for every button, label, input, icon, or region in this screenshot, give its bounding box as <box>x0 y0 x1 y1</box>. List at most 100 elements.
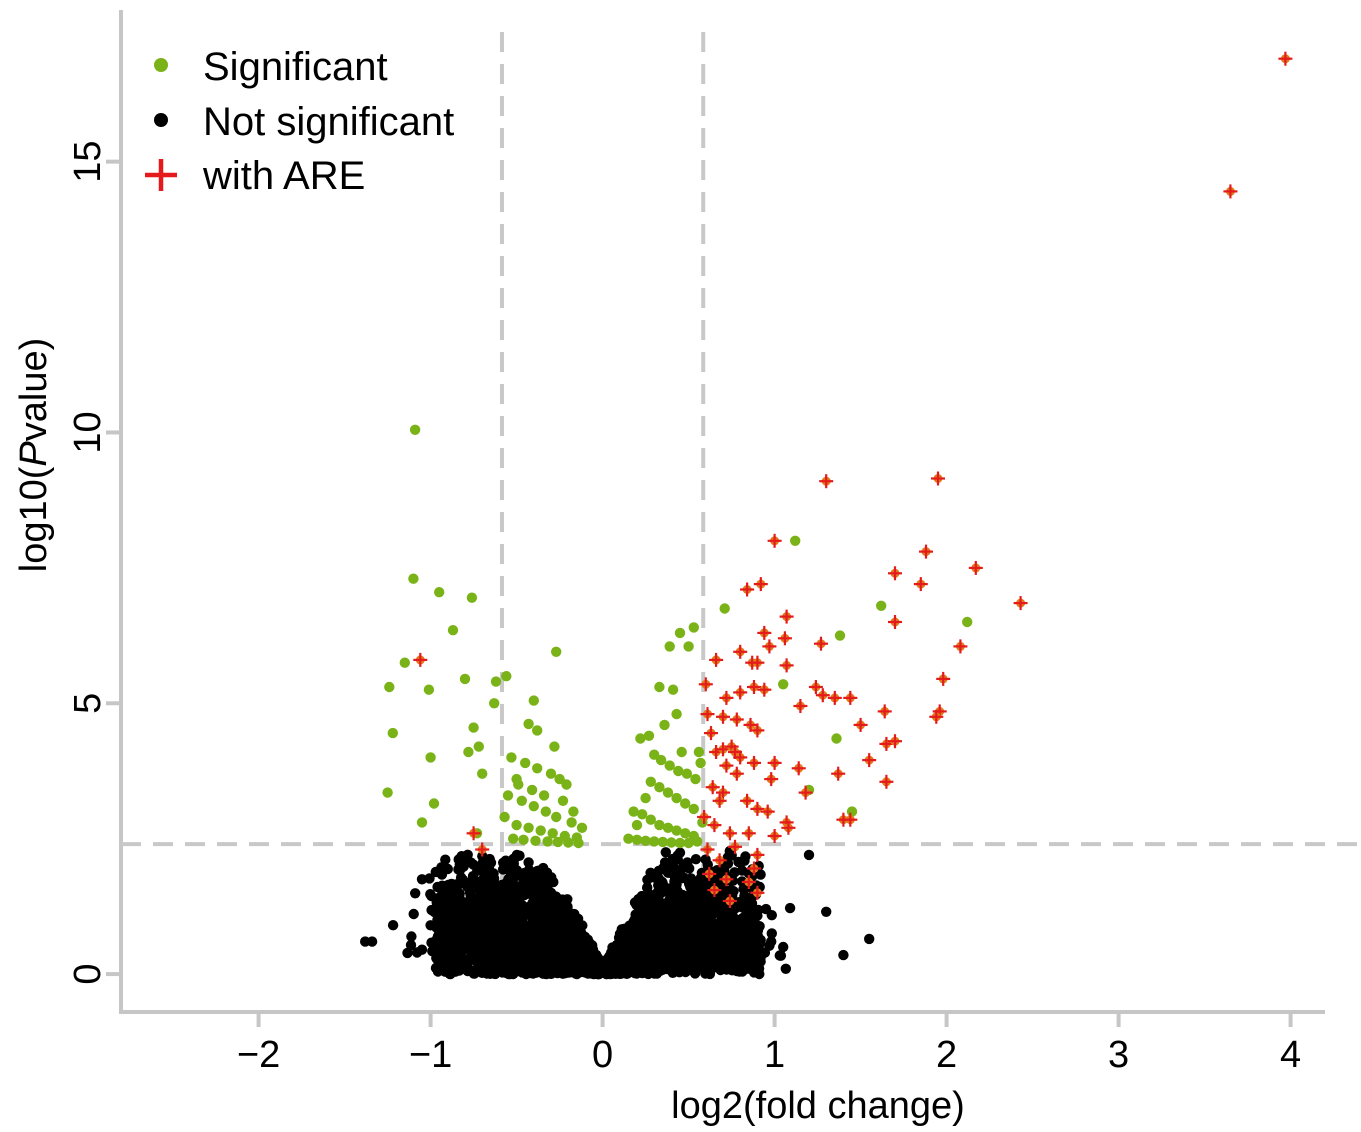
ns-point <box>739 855 750 866</box>
ns-point <box>557 918 568 929</box>
significant-point <box>552 836 564 848</box>
are-point <box>709 652 724 667</box>
ns-point <box>714 924 725 935</box>
significant-point <box>637 809 648 820</box>
significant-point <box>573 837 584 849</box>
ns-point <box>626 963 637 974</box>
ns-point <box>648 872 659 883</box>
significant-point <box>631 819 643 831</box>
ns-point <box>656 962 667 974</box>
ns-point <box>473 883 484 895</box>
significant-point <box>645 776 656 787</box>
significant-point <box>506 752 517 763</box>
significant-point <box>530 835 541 846</box>
ns-point <box>410 888 421 899</box>
significant-point <box>649 836 660 847</box>
ns-point <box>546 895 557 906</box>
are-point <box>913 577 928 592</box>
ns-point <box>572 955 583 967</box>
ns-point <box>838 949 849 961</box>
significant-point <box>466 592 478 603</box>
are-point <box>888 615 902 629</box>
ns-point <box>504 935 515 947</box>
significant-point <box>643 730 655 741</box>
are-point <box>733 750 748 765</box>
ns-point <box>558 908 570 920</box>
significant-point <box>831 733 842 744</box>
ns-point <box>740 927 751 938</box>
ns-point <box>447 883 459 894</box>
ns-point <box>683 891 694 903</box>
ns-point <box>366 936 378 947</box>
ns-point <box>524 909 535 921</box>
significant-point <box>499 811 510 823</box>
ns-point <box>744 936 756 947</box>
ns-point <box>532 914 544 926</box>
ns-point <box>678 872 689 883</box>
legend-significant-label: Significant <box>203 45 388 89</box>
are-point <box>413 652 428 667</box>
are-point <box>753 577 768 592</box>
ns-point <box>462 965 473 977</box>
significant-point <box>666 837 677 848</box>
ns-point <box>735 914 747 925</box>
ns-point <box>436 869 448 880</box>
are-point <box>919 544 933 559</box>
ns-point <box>700 968 711 979</box>
ns-point <box>446 923 457 935</box>
significant-point <box>778 679 789 690</box>
ns-point <box>462 881 473 893</box>
ns-point <box>473 960 484 972</box>
are-point <box>819 474 834 489</box>
ns-point <box>464 954 475 965</box>
ns-point <box>684 863 695 874</box>
significant-point <box>671 825 682 836</box>
significant-point <box>654 819 665 831</box>
significant-point <box>680 828 691 839</box>
are-point <box>712 853 727 868</box>
significant-point <box>664 760 675 771</box>
significant-point <box>659 719 670 731</box>
ns-point <box>634 903 646 915</box>
significant-point <box>662 787 674 798</box>
y-axis-title: log10(Pvalue) <box>13 338 55 573</box>
significant-point <box>551 646 562 657</box>
ns-point <box>465 890 476 901</box>
are-point <box>747 755 761 770</box>
significant-point <box>719 603 730 614</box>
ns-point <box>683 901 694 913</box>
significant-point <box>671 708 682 720</box>
ns-point <box>456 853 467 865</box>
ns-point <box>587 943 598 954</box>
significant-point <box>692 836 703 847</box>
ns-point <box>498 857 509 868</box>
significant-point <box>664 641 675 652</box>
ns-point <box>580 967 591 978</box>
y-axis-title-prefix: log10( <box>13 466 55 572</box>
legend-significant-marker <box>154 58 168 72</box>
are-point <box>767 829 782 843</box>
are-point <box>728 839 742 854</box>
significant-point <box>681 768 693 779</box>
significant-point <box>532 725 543 736</box>
are-point <box>779 609 794 624</box>
ns-point <box>426 904 437 916</box>
significant-point <box>628 806 639 817</box>
ns-point <box>746 898 758 909</box>
ns-point <box>438 918 449 929</box>
ns-point <box>641 964 653 975</box>
significant-point <box>387 727 398 739</box>
significant-point <box>640 835 651 846</box>
ns-point <box>655 884 666 896</box>
ns-point <box>387 920 399 931</box>
are-point <box>781 820 796 835</box>
y-tick-label: 15 <box>67 141 109 183</box>
significant-point <box>683 837 694 849</box>
ns-point <box>864 933 875 945</box>
are-point <box>729 766 744 781</box>
ns-point <box>547 912 559 923</box>
are-point <box>716 709 730 724</box>
significant-point <box>520 757 531 769</box>
significant-point <box>423 684 435 695</box>
